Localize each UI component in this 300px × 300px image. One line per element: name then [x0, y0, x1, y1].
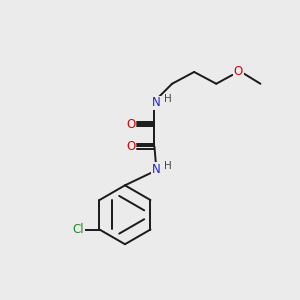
Text: N: N — [152, 163, 160, 176]
Text: O: O — [126, 140, 136, 153]
Text: N: N — [152, 96, 160, 110]
Text: O: O — [126, 118, 136, 130]
Text: O: O — [234, 65, 243, 79]
Text: Cl: Cl — [73, 223, 84, 236]
Text: H: H — [164, 94, 172, 104]
Text: H: H — [164, 160, 172, 171]
